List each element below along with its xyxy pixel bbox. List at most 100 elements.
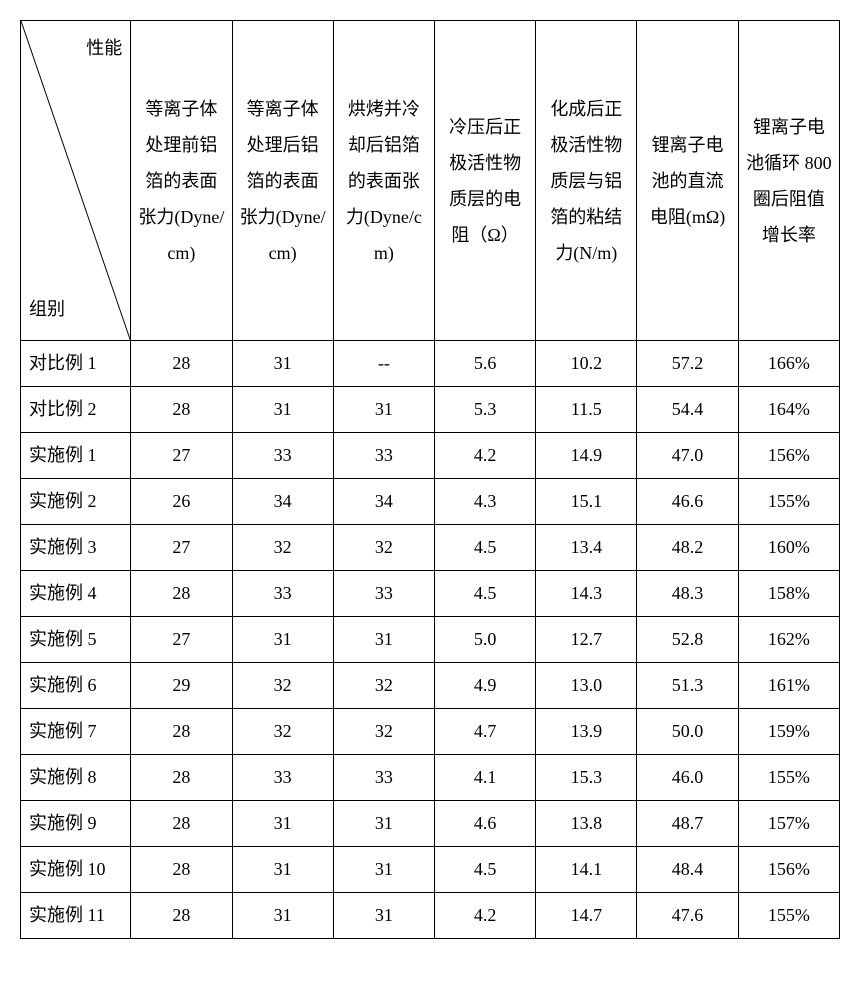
cell-value: 158% [738, 571, 839, 617]
cell-value: 10.2 [536, 341, 637, 387]
cell-value: 162% [738, 617, 839, 663]
cell-value: 32 [333, 663, 434, 709]
cell-value: 33 [333, 571, 434, 617]
cell-value: 31 [232, 341, 333, 387]
table-row: 实施例 12733334.214.947.0156% [21, 433, 840, 479]
cell-value: -- [333, 341, 434, 387]
row-label: 实施例 2 [21, 479, 131, 525]
row-label: 实施例 10 [21, 847, 131, 893]
cell-value: 52.8 [637, 617, 738, 663]
cell-value: 26 [131, 479, 232, 525]
cell-value: 33 [232, 571, 333, 617]
cell-value: 4.7 [434, 709, 535, 755]
cell-value: 31 [333, 893, 434, 939]
col-header: 等离子体处理前铝箔的表面张力(Dyne/cm) [131, 21, 232, 341]
row-label: 实施例 7 [21, 709, 131, 755]
cell-value: 31 [232, 387, 333, 433]
cell-value: 5.3 [434, 387, 535, 433]
cell-value: 28 [131, 571, 232, 617]
cell-value: 29 [131, 663, 232, 709]
cell-value: 4.3 [434, 479, 535, 525]
table-body: 对比例 12831--5.610.257.2166%对比例 22831315.3… [21, 341, 840, 939]
cell-value: 155% [738, 893, 839, 939]
cell-value: 166% [738, 341, 839, 387]
cell-value: 11.5 [536, 387, 637, 433]
table-row: 实施例 32732324.513.448.2160% [21, 525, 840, 571]
cell-value: 33 [232, 755, 333, 801]
cell-value: 27 [131, 617, 232, 663]
row-label: 实施例 4 [21, 571, 131, 617]
cell-value: 156% [738, 847, 839, 893]
cell-value: 15.1 [536, 479, 637, 525]
cell-value: 31 [232, 617, 333, 663]
cell-value: 34 [232, 479, 333, 525]
col-header: 锂离子电池循环 800 圈后阻值增长率 [738, 21, 839, 341]
cell-value: 34 [333, 479, 434, 525]
cell-value: 155% [738, 755, 839, 801]
cell-value: 54.4 [637, 387, 738, 433]
cell-value: 13.8 [536, 801, 637, 847]
cell-value: 31 [333, 847, 434, 893]
row-label: 实施例 1 [21, 433, 131, 479]
cell-value: 4.2 [434, 433, 535, 479]
cell-value: 27 [131, 525, 232, 571]
cell-value: 156% [738, 433, 839, 479]
cell-value: 28 [131, 847, 232, 893]
table-row: 实施例 62932324.913.051.3161% [21, 663, 840, 709]
header-row: 性能 组别 等离子体处理前铝箔的表面张力(Dyne/cm) 等离子体处理后铝箔的… [21, 21, 840, 341]
cell-value: 4.5 [434, 847, 535, 893]
table-row: 实施例 42833334.514.348.3158% [21, 571, 840, 617]
col-header: 烘烤并冷却后铝箔的表面张力(Dyne/cm) [333, 21, 434, 341]
table-row: 实施例 92831314.613.848.7157% [21, 801, 840, 847]
cell-value: 28 [131, 387, 232, 433]
col-header: 锂离子电池的直流电阻(mΩ) [637, 21, 738, 341]
cell-value: 31 [333, 801, 434, 847]
cell-value: 47.6 [637, 893, 738, 939]
cell-value: 12.7 [536, 617, 637, 663]
table-row: 实施例 82833334.115.346.0155% [21, 755, 840, 801]
cell-value: 31 [333, 617, 434, 663]
cell-value: 57.2 [637, 341, 738, 387]
cell-value: 33 [232, 433, 333, 479]
cell-value: 4.5 [434, 571, 535, 617]
cell-value: 4.6 [434, 801, 535, 847]
cell-value: 159% [738, 709, 839, 755]
col-header: 等离子体处理后铝箔的表面张力(Dyne/cm) [232, 21, 333, 341]
row-label: 实施例 11 [21, 893, 131, 939]
table-row: 对比例 12831--5.610.257.2166% [21, 341, 840, 387]
cell-value: 15.3 [536, 755, 637, 801]
cell-value: 32 [232, 663, 333, 709]
cell-value: 32 [333, 709, 434, 755]
cell-value: 28 [131, 801, 232, 847]
row-label: 实施例 9 [21, 801, 131, 847]
cell-value: 28 [131, 755, 232, 801]
col-header: 化成后正极活性物质层与铝箔的粘结力(N/m) [536, 21, 637, 341]
cell-value: 48.4 [637, 847, 738, 893]
cell-value: 28 [131, 341, 232, 387]
cell-value: 4.1 [434, 755, 535, 801]
table-row: 实施例 22634344.315.146.6155% [21, 479, 840, 525]
cell-value: 48.3 [637, 571, 738, 617]
row-label: 对比例 1 [21, 341, 131, 387]
cell-value: 32 [333, 525, 434, 571]
cell-value: 28 [131, 893, 232, 939]
table-row: 实施例 72832324.713.950.0159% [21, 709, 840, 755]
cell-value: 164% [738, 387, 839, 433]
cell-value: 4.5 [434, 525, 535, 571]
cell-value: 31 [232, 801, 333, 847]
cell-value: 14.3 [536, 571, 637, 617]
cell-value: 31 [333, 387, 434, 433]
cell-value: 50.0 [637, 709, 738, 755]
cell-value: 32 [232, 709, 333, 755]
row-label: 实施例 5 [21, 617, 131, 663]
cell-value: 161% [738, 663, 839, 709]
row-label: 对比例 2 [21, 387, 131, 433]
cell-value: 14.7 [536, 893, 637, 939]
cell-value: 13.9 [536, 709, 637, 755]
diagonal-header-cell: 性能 组别 [21, 21, 131, 341]
cell-value: 14.9 [536, 433, 637, 479]
table-row: 对比例 22831315.311.554.4164% [21, 387, 840, 433]
col-header: 冷压后正极活性物质层的电阻（Ω） [434, 21, 535, 341]
cell-value: 4.9 [434, 663, 535, 709]
cell-value: 5.0 [434, 617, 535, 663]
